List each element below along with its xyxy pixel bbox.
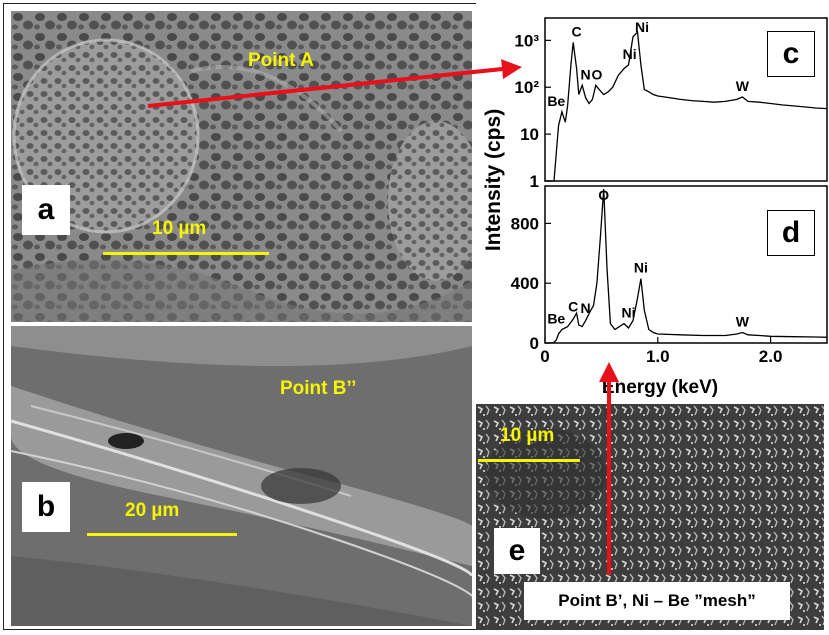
- peak-label-d: O: [598, 187, 609, 203]
- y-tick-label-d: 400: [511, 274, 539, 293]
- scale-text-a: 10 µm: [152, 218, 207, 239]
- sem-image-b: [11, 326, 472, 626]
- scale-text-e: 10 µm: [500, 425, 555, 446]
- y-tick-label-d: 0: [530, 334, 539, 353]
- panel-label-a: a: [22, 185, 70, 235]
- y-tick-label-d: 800: [511, 214, 539, 233]
- y-tick-label-c: 10²: [514, 78, 539, 97]
- y-tick-label-c: 10³: [514, 31, 539, 50]
- scale-bar-e: [478, 459, 580, 462]
- y-axis-label: Intensity (cps): [482, 109, 505, 251]
- peak-label-d: Ni: [634, 260, 648, 276]
- peak-label-c: O: [591, 66, 602, 82]
- spectrum-line-c: [545, 30, 828, 182]
- scale-bar-b: [87, 533, 237, 536]
- x-axis-label: Energy (keV): [602, 377, 718, 398]
- sem-image-a: [11, 11, 472, 322]
- peak-label-d: Ni: [621, 305, 635, 321]
- panel-e-caption: Point B’, Ni – Be ”mesh”: [524, 582, 790, 620]
- peak-label-d: Be: [547, 311, 565, 327]
- panel-label-d: d: [767, 210, 815, 256]
- peak-label-c: N: [581, 66, 591, 82]
- panel-label-b: b: [22, 482, 70, 532]
- peak-label-d: C: [568, 299, 578, 315]
- y-tick-label-c: 10: [520, 125, 539, 144]
- y-tick-label-c: 1: [530, 172, 539, 191]
- peak-label-d: N: [581, 300, 591, 316]
- peak-label-c: C: [572, 24, 582, 40]
- peak-label-d: W: [736, 314, 750, 330]
- panel-label-c: c: [767, 31, 815, 77]
- peak-label-c: Ni: [623, 46, 637, 62]
- peak-label-c: W: [736, 78, 750, 94]
- x-tick-label-d: 1.0: [646, 347, 670, 366]
- peak-label-c: Be: [547, 93, 565, 109]
- scale-bar-a: [103, 252, 269, 255]
- axes-c: [544, 17, 828, 182]
- x-tick-label-d: 0: [540, 347, 549, 366]
- axes-d: [544, 185, 828, 344]
- x-tick-label-d: 2.0: [759, 347, 783, 366]
- panel-label-e: e: [494, 528, 540, 574]
- peak-label-c: Ni: [635, 19, 649, 35]
- spectrum-line-d: [545, 188, 828, 344]
- scale-text-b: 20 µm: [125, 500, 180, 521]
- point-a-label: Point A: [248, 50, 314, 71]
- point-b-label: Point B’’: [280, 378, 357, 399]
